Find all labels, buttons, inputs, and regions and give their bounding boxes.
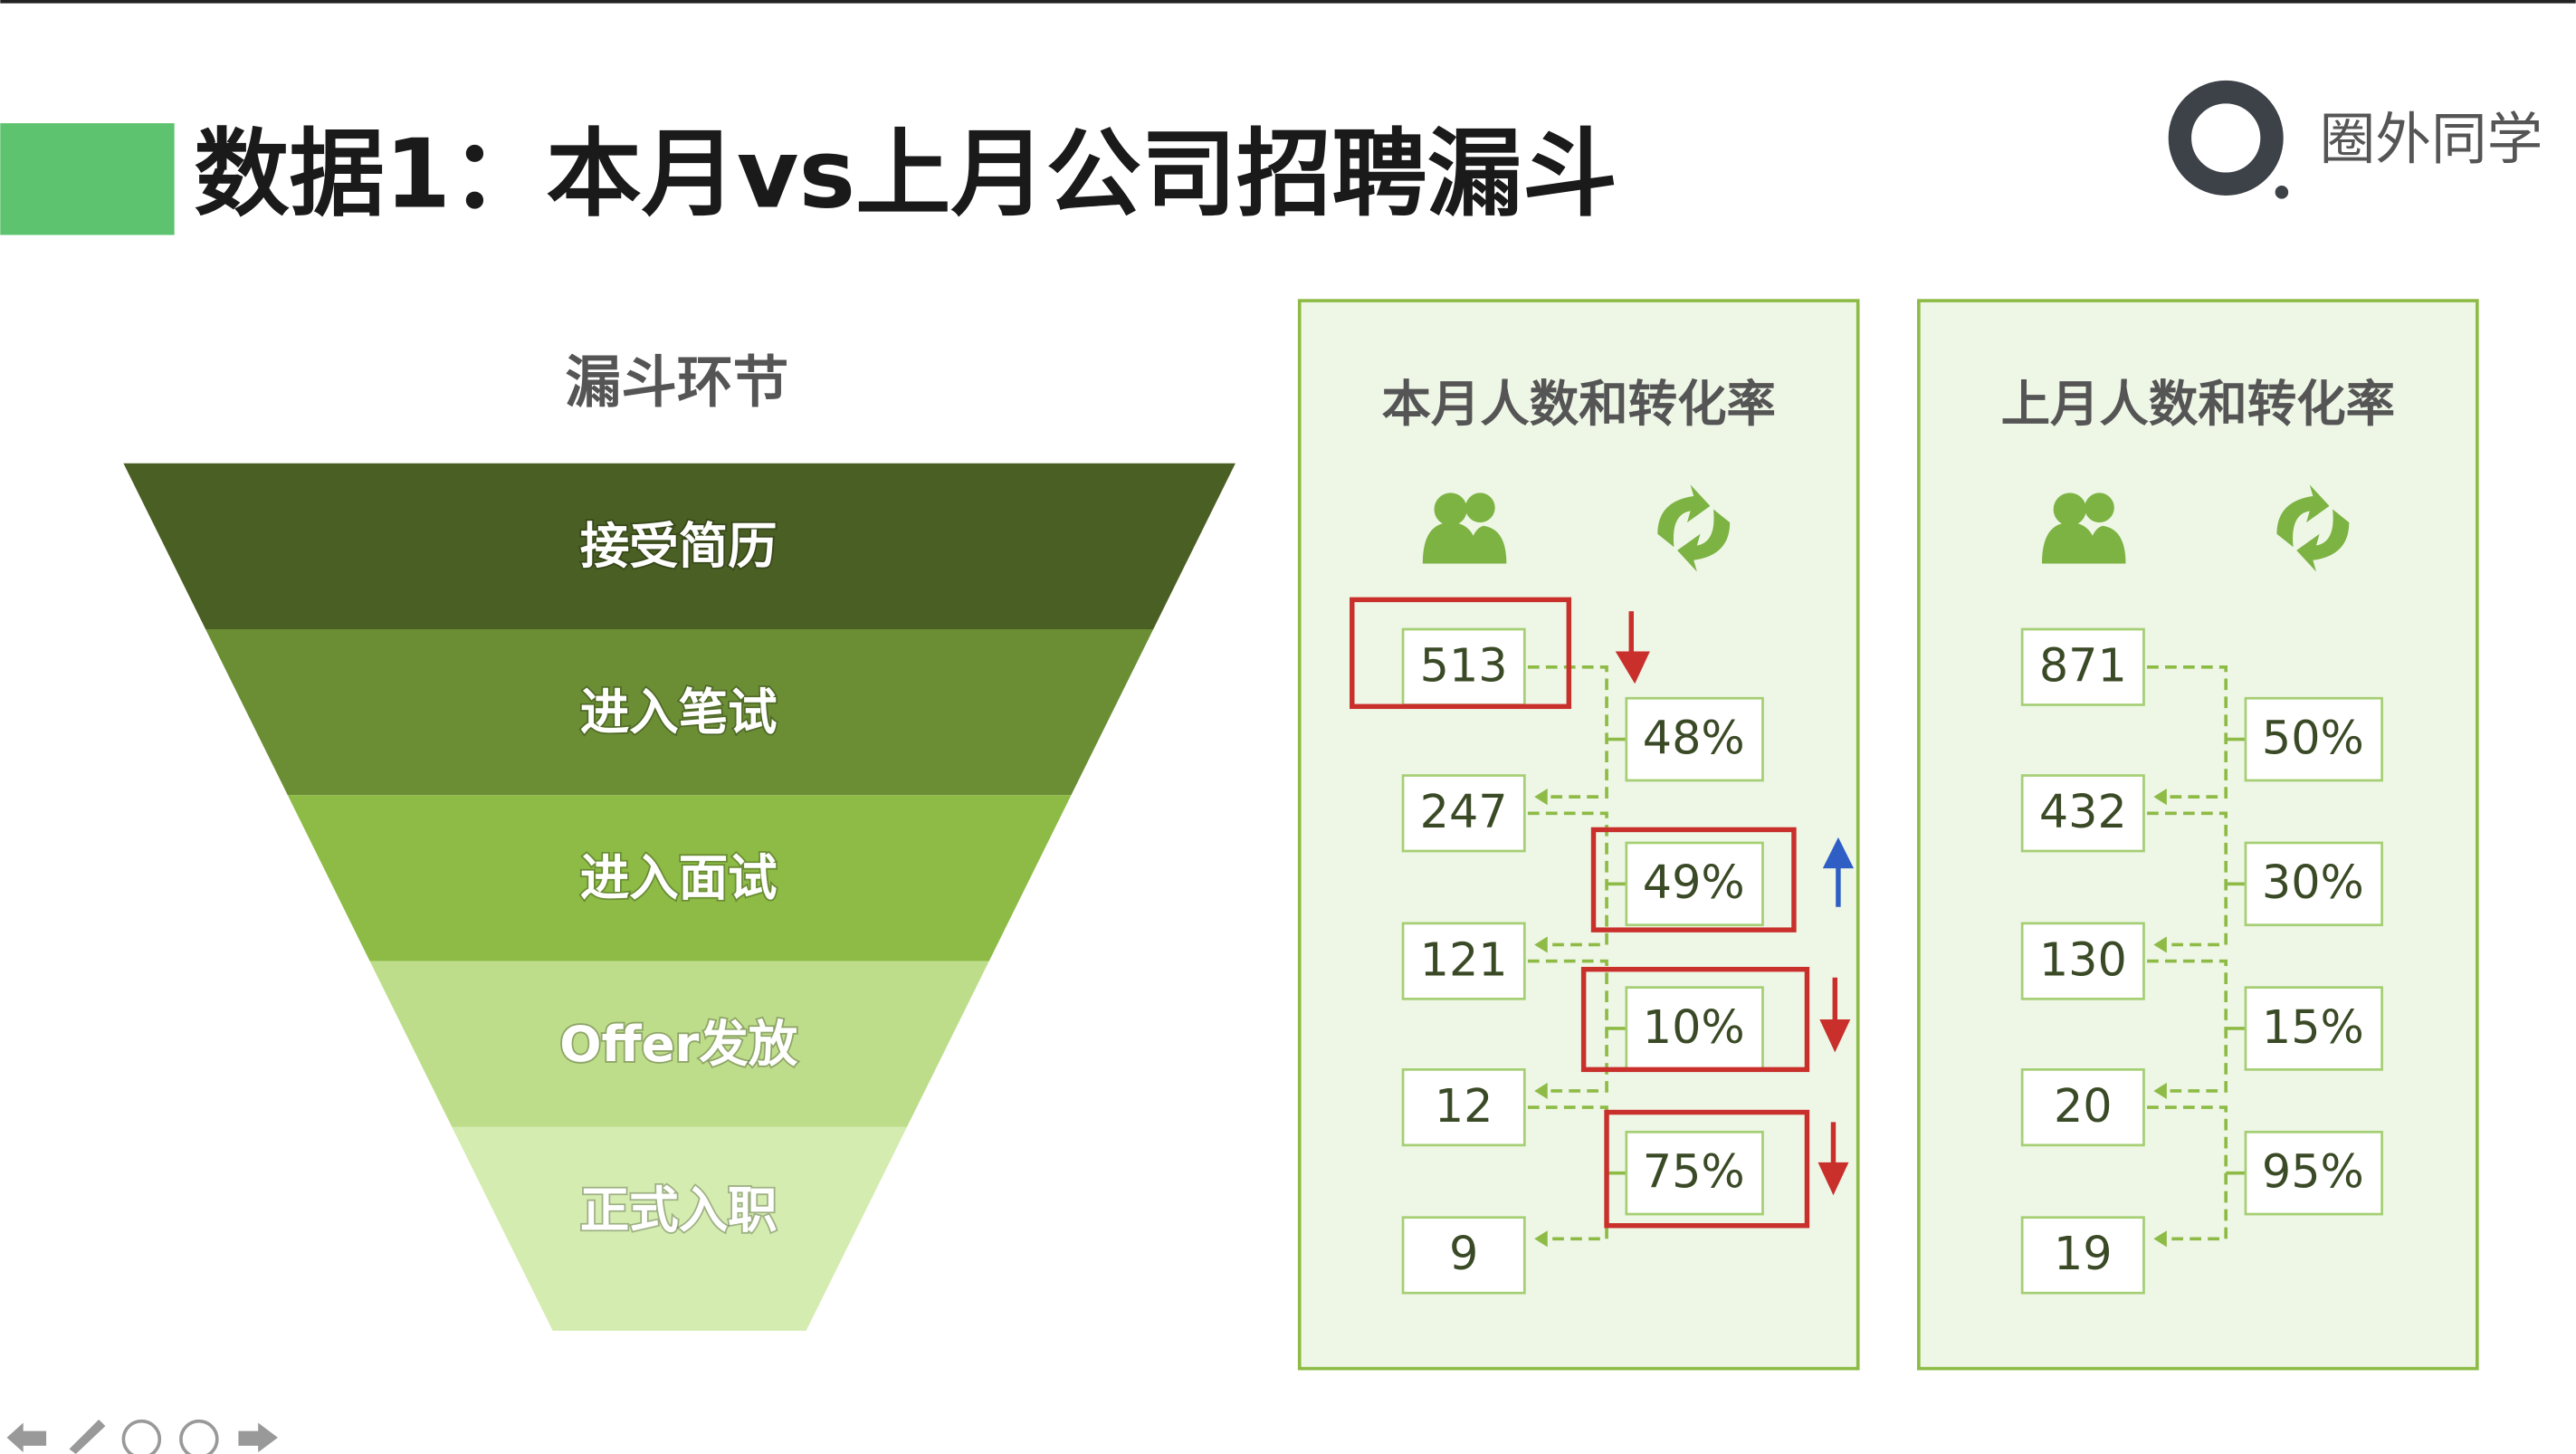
rate-box (1625, 696, 1764, 782)
connector-arrow (1534, 1230, 1548, 1248)
more-button[interactable] (179, 1419, 219, 1454)
cycle-icon (2276, 484, 2350, 572)
stage-label: 正式入职 (580, 1181, 778, 1239)
rate: 95% (2262, 1145, 2364, 1199)
count: 19 (2054, 1227, 2113, 1280)
count: 871 (2039, 639, 2127, 693)
down-arrow (1615, 611, 1650, 684)
count-box (2020, 922, 2145, 1000)
prev-button[interactable] (6, 1422, 47, 1453)
rate: 75% (1643, 1145, 1745, 1199)
count-box (1401, 922, 1526, 1000)
connector (2147, 959, 2228, 1093)
rate-box (2244, 1130, 2383, 1216)
people-icon-head (2085, 493, 2114, 523)
connector (2147, 665, 2228, 799)
connector-arrow (2153, 789, 2167, 806)
panel-title: 上月人数和转化率 (2001, 375, 2396, 433)
connector-arrow (1534, 1082, 1548, 1100)
highlights (1350, 597, 1810, 1229)
funnel-stage (369, 961, 989, 1127)
funnel-stage (123, 463, 1236, 630)
people-icon-head (2053, 493, 2086, 526)
panel-title: 本月人数和转化率 (1381, 375, 1775, 433)
connector-arrow (1534, 789, 1548, 806)
count: 121 (1420, 933, 1508, 986)
pen-button[interactable] (69, 1419, 106, 1454)
highlight-box (1580, 966, 1810, 1073)
highlight-box (1604, 1109, 1810, 1229)
people-icon-head (1434, 493, 1467, 526)
up-arrow (1822, 837, 1855, 907)
logo-dot (2275, 186, 2289, 199)
funnel-stage (287, 795, 1072, 961)
toolbar[interactable] (6, 1419, 278, 1454)
rate: 50% (2262, 711, 2364, 764)
cycle-icon (1657, 484, 1731, 572)
highlight-box (1350, 597, 1572, 710)
rate-box (2244, 841, 2383, 927)
logo: 圈外同学 (2168, 80, 2543, 199)
count: 432 (2039, 785, 2127, 838)
connector (1527, 811, 1608, 947)
connector-arrow (2153, 1082, 2167, 1100)
down-arrow (1818, 1122, 1849, 1196)
rate: 15% (2262, 1000, 2364, 1054)
stage-label: Offer发放 (559, 1015, 798, 1073)
count: 130 (2039, 933, 2127, 986)
count: 247 (1420, 785, 1508, 838)
count-box (1401, 1068, 1526, 1147)
panel (1297, 299, 1860, 1371)
rate-box (2244, 986, 2383, 1071)
funnel-stage (205, 629, 1154, 796)
connector-arrow (2153, 936, 2167, 953)
rate: 49% (1643, 856, 1745, 909)
funnel-stage (452, 1126, 907, 1331)
count-box (1401, 1216, 1526, 1295)
count: 20 (2054, 1079, 2113, 1133)
rate-box (1625, 986, 1764, 1071)
connector-arrow (2153, 1230, 2167, 1248)
top-border (0, 0, 2576, 4)
count-box (1401, 627, 1526, 706)
people-icon-head (1465, 493, 1495, 523)
funnel-title: 漏斗环节 (566, 350, 789, 416)
panels: 本月人数和转化率 513 247 121 12 9 48% 49% 10% 75% 上月人数和转化率… (1297, 299, 2479, 1371)
rate: 48% (1643, 711, 1745, 764)
connector-arrow (1534, 936, 1548, 953)
rate: 30% (2262, 856, 2364, 909)
stage-label: 进入面试 (580, 849, 778, 907)
count-box (2020, 627, 2145, 706)
title-accent (0, 123, 175, 235)
people-icon (2041, 522, 2126, 564)
slide-title: 数据1：本月vs上月公司招聘漏斗 (194, 118, 1617, 229)
connector (1527, 959, 1608, 1093)
panel (1917, 299, 2479, 1371)
highlight-box (1590, 827, 1797, 933)
logo-ring (2168, 80, 2284, 196)
count-box (1401, 774, 1526, 853)
connector (2147, 811, 2228, 947)
count: 9 (1449, 1227, 1478, 1280)
rate-box (1625, 841, 1764, 927)
logo-text: 圈外同学 (2320, 107, 2543, 172)
next-button[interactable] (238, 1422, 278, 1453)
count-box (2020, 1216, 2145, 1295)
view-button[interactable] (121, 1419, 162, 1454)
rate-box (1625, 1130, 1764, 1216)
count: 12 (1435, 1079, 1493, 1133)
people-icon (1422, 522, 1507, 564)
rate: 10% (1643, 1000, 1745, 1054)
down-arrow (1819, 977, 1851, 1053)
count-box (2020, 774, 2145, 853)
count-box (2020, 1068, 2145, 1147)
stage-label: 接受简历 (580, 517, 778, 575)
count: 513 (1420, 639, 1508, 693)
stage-label: 进入笔试 (580, 683, 778, 741)
trend-arrows (1615, 611, 1855, 1196)
rate-box (2244, 696, 2383, 782)
